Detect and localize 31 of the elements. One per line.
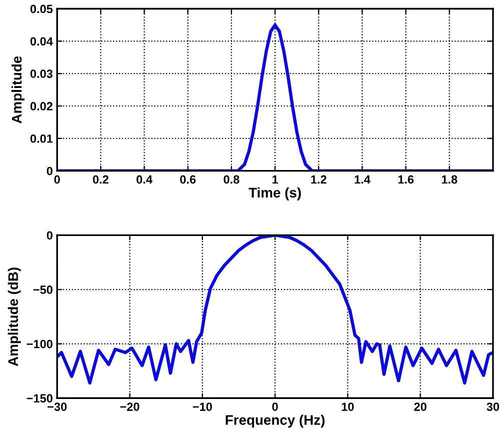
y-tick-label: −100 <box>26 340 52 348</box>
y-tick-label: 0 <box>46 166 52 176</box>
x-tick-label: −20 <box>120 402 140 411</box>
x-tick-label: −30 <box>48 402 67 411</box>
x-tick-label: 30 <box>486 402 500 411</box>
x-tick-label: 1 <box>272 175 278 184</box>
x-tick-label: 10 <box>342 402 354 411</box>
x-tick-label: 0.6 <box>180 175 196 184</box>
x-tick-label: 1.4 <box>354 175 370 184</box>
y-tick-label: 0.04 <box>30 37 53 46</box>
x-tick-label: 0.2 <box>92 175 108 184</box>
x-tick-label: 20 <box>414 402 426 411</box>
y-tick-label: 0 <box>46 231 52 240</box>
y-tick-label: 0.05 <box>30 4 53 14</box>
y-tick-label: 0.03 <box>30 70 53 78</box>
y-axis-title: Amplitude (dB) <box>8 268 21 366</box>
x-tick-label: 1.6 <box>398 175 414 184</box>
y-axis-title: Amplitude <box>11 56 24 124</box>
x-tick-label: 0 <box>54 175 60 184</box>
y-tick-label: 0.01 <box>30 134 53 143</box>
x-axis-title: Frequency (Hz) <box>226 414 325 428</box>
x-tick-label: 0.4 <box>136 175 152 184</box>
x-tick-label: 0.8 <box>224 175 240 184</box>
y-tick-label: 0.02 <box>30 102 52 110</box>
x-tick-label: 0 <box>272 402 278 411</box>
x-axis-title: Time (s) <box>248 187 301 200</box>
x-tick-label: 1.8 <box>442 175 458 184</box>
x-tick-label: 1.2 <box>311 175 326 184</box>
y-tick-label: −50 <box>33 286 52 294</box>
x-tick-label: −10 <box>192 402 212 411</box>
y-tick-label: −150 <box>26 394 52 403</box>
